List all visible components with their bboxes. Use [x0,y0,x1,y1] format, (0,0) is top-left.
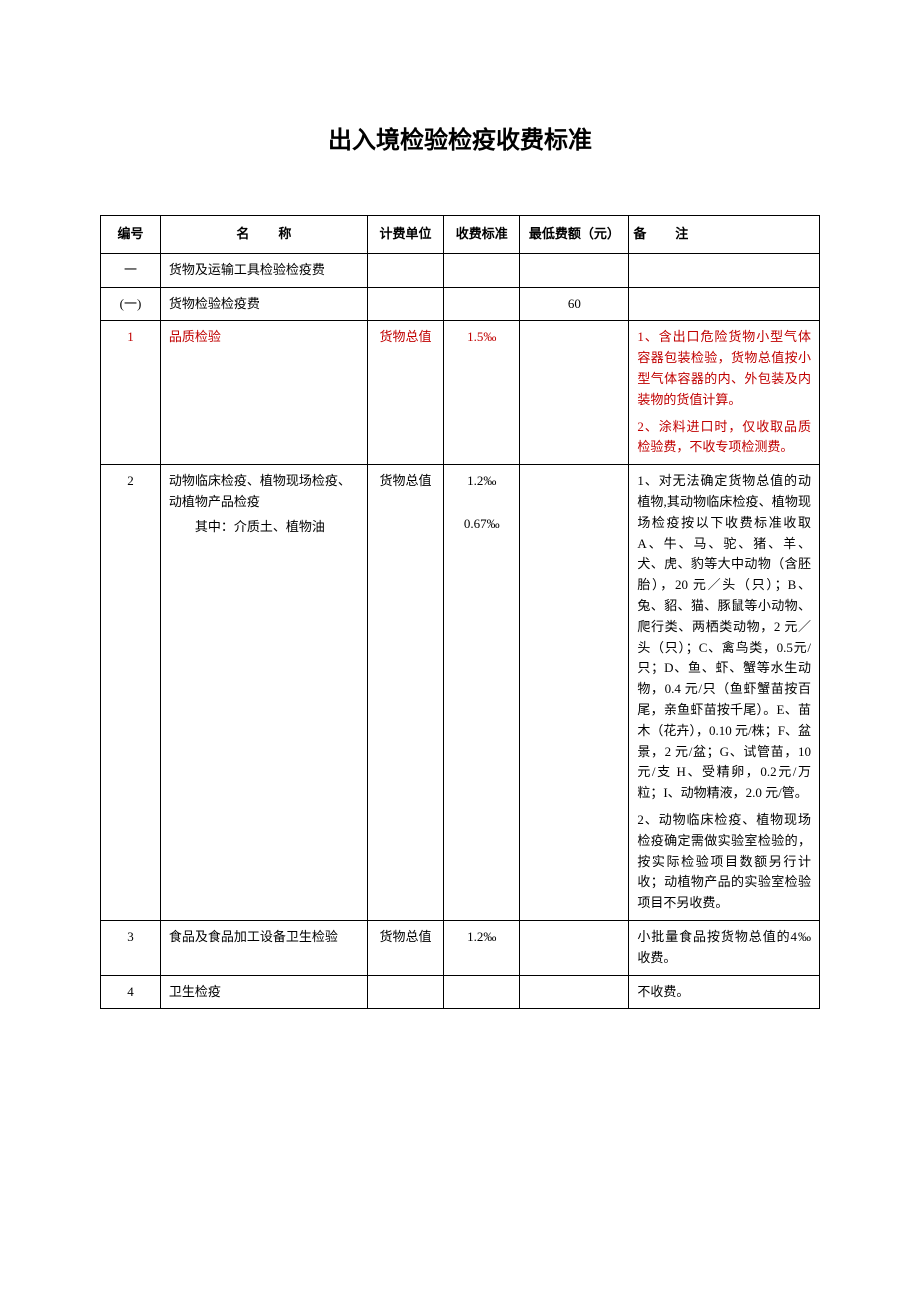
header-name-prefix: 名 [236,226,249,241]
cell-note [629,287,820,321]
table-row: 4 卫生检疫 不收费。 [101,975,820,1009]
cell-id: 1 [101,321,161,465]
cell-rate: 1.2‰ [444,920,520,975]
cell-unit: 货物总值 [367,321,443,465]
cell-rate [444,253,520,287]
cell-note: 小批量食品按货物总值的4‰收费。 [629,920,820,975]
cell-name: 卫生检疫 [160,975,367,1009]
table-row: 2 动物临床检疫、植物现场检疫、动植物产品检疫 其中：介质土、植物油 货物总值 … [101,465,820,921]
header-name: 名 称 [160,216,367,254]
table-row: (一) 货物检验检疫费 60 [101,287,820,321]
page-title: 出入境检验检疫收费标准 [100,120,820,155]
cell-unit [367,975,443,1009]
cell-min [520,920,629,975]
cell-rate [444,975,520,1009]
cell-name: 货物及运输工具检验检疫费 [160,253,367,287]
cell-min [520,975,629,1009]
table-row: 3 食品及食品加工设备卫生检验 货物总值 1.2‰ 小批量食品按货物总值的4‰收… [101,920,820,975]
table-body: 一 货物及运输工具检验检疫费 (一) 货物检验检疫费 60 1 品质检验 货物总… [101,253,820,1009]
cell-min: 60 [520,287,629,321]
note-para: 1、对无法确定货物总值的动植物,其动物临床检疫、植物现场检疫按以下收费标准收取 … [637,471,811,804]
cell-id: 3 [101,920,161,975]
header-note-prefix: 备 [633,226,646,241]
header-unit: 计费单位 [367,216,443,254]
header-id: 编号 [101,216,161,254]
cell-unit [367,287,443,321]
rate-2: 0.67‰ [452,514,511,535]
cell-name: 动物临床检疫、植物现场检疫、动植物产品检疫 其中：介质土、植物油 [160,465,367,921]
cell-id: 一 [101,253,161,287]
rate-1: 1.2‰ [452,471,511,492]
cell-note: 1、对无法确定货物总值的动植物,其动物临床检疫、植物现场检疫按以下收费标准收取 … [629,465,820,921]
cell-name: 货物检验检疫费 [160,287,367,321]
cell-id: (一) [101,287,161,321]
note-para: 2、动物临床检疫、植物现场检疫确定需做实验室检验的，按实际检验项目数额另行计收；… [637,810,811,914]
fee-table: 编号 名 称 计费单位 收费标准 最低费额（元） 备 注 一 货物及运输工具检验… [100,215,820,1009]
cell-min [520,321,629,465]
cell-name-sub: 其中：介质土、植物油 [169,517,325,538]
cell-note: 不收费。 [629,975,820,1009]
cell-id: 4 [101,975,161,1009]
note-para: 小批量食品按货物总值的4‰收费。 [637,927,811,969]
header-min: 最低费额（元） [520,216,629,254]
cell-rate [444,287,520,321]
header-note: 备 注 [629,216,820,254]
cell-name: 品质检验 [160,321,367,465]
cell-min [520,465,629,921]
header-rate: 收费标准 [444,216,520,254]
cell-rate: 1.2‰ 0.67‰ [444,465,520,921]
cell-id: 2 [101,465,161,921]
table-row: 1 品质检验 货物总值 1.5‰ 1、含出口危险货物小型气体容器包装检验，货物总… [101,321,820,465]
cell-name-main: 动物临床检疫、植物现场检疫、动植物产品检疫 [169,471,359,513]
cell-unit: 货物总值 [367,920,443,975]
note-para: 1、含出口危险货物小型气体容器包装检验，货物总值按小型气体容器的内、外包装及内装… [637,327,811,410]
cell-name: 食品及食品加工设备卫生检验 [160,920,367,975]
cell-unit [367,253,443,287]
cell-rate: 1.5‰ [444,321,520,465]
note-para: 2、涂料进口时，仅收取品质检验费，不收专项检测费。 [637,417,811,459]
table-row: 一 货物及运输工具检验检疫费 [101,253,820,287]
cell-unit: 货物总值 [367,465,443,921]
header-name-suffix: 称 [278,226,291,241]
cell-min [520,253,629,287]
cell-note: 1、含出口危险货物小型气体容器包装检验，货物总值按小型气体容器的内、外包装及内装… [629,321,820,465]
cell-note [629,253,820,287]
header-note-suffix: 注 [675,226,688,241]
note-para: 不收费。 [637,982,811,1003]
